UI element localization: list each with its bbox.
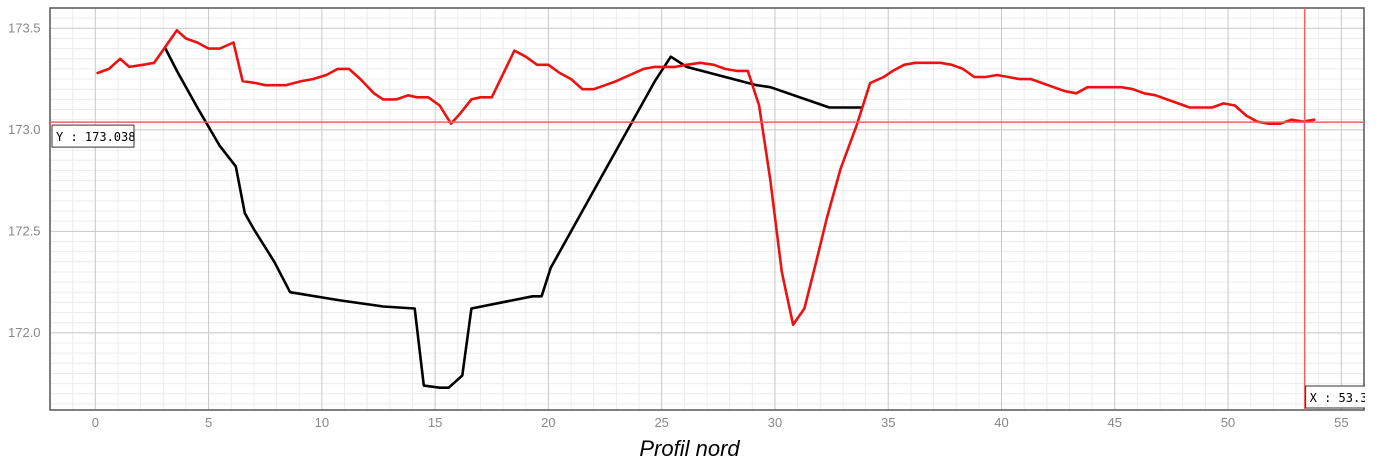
y-tick-label: 172.0 [8,325,41,340]
x-readout-box [1305,385,1365,409]
plot-frame [49,7,1365,411]
y-tick-label: 173.5 [8,20,41,35]
chart-caption: Profil nord [639,436,740,461]
x-tick-label: 35 [881,415,895,430]
y-readout-label: Y : 173.038 [56,130,135,144]
x-tick-label: 15 [428,415,442,430]
x-tick-label: 5 [205,415,212,430]
x-readout: X : 53.38 [1305,385,1375,409]
x-tick-label: 30 [768,415,782,430]
x-tick-label: 50 [1221,415,1235,430]
y-readout-box [51,124,135,148]
x-tick-label: 40 [994,415,1008,430]
x-tick-label: 55 [1334,415,1348,430]
y-tick-label: 172.5 [8,223,41,238]
red-profile-line [96,28,1316,327]
x-tick-label: 10 [315,415,329,430]
x-tick-label: 45 [1108,415,1122,430]
y-tick-label: 173.0 [8,122,41,137]
crosshair[interactable]: Y : 173.038 X : 53.38 [50,8,1379,410]
minor-grid [49,7,1365,410]
x-readout-label: X : 53.38 [1310,391,1375,405]
series-layer [96,28,1316,390]
x-tick-label: 20 [541,415,555,430]
black-profile-line [164,47,863,390]
x-tick-label: 25 [654,415,668,430]
tick-labels: 0 5 10 15 20 25 30 35 40 45 50 55 173.5 173.0 172.5 172… [8,20,1349,430]
major-grid [50,8,1364,410]
x-tick-label: 0 [92,415,99,430]
